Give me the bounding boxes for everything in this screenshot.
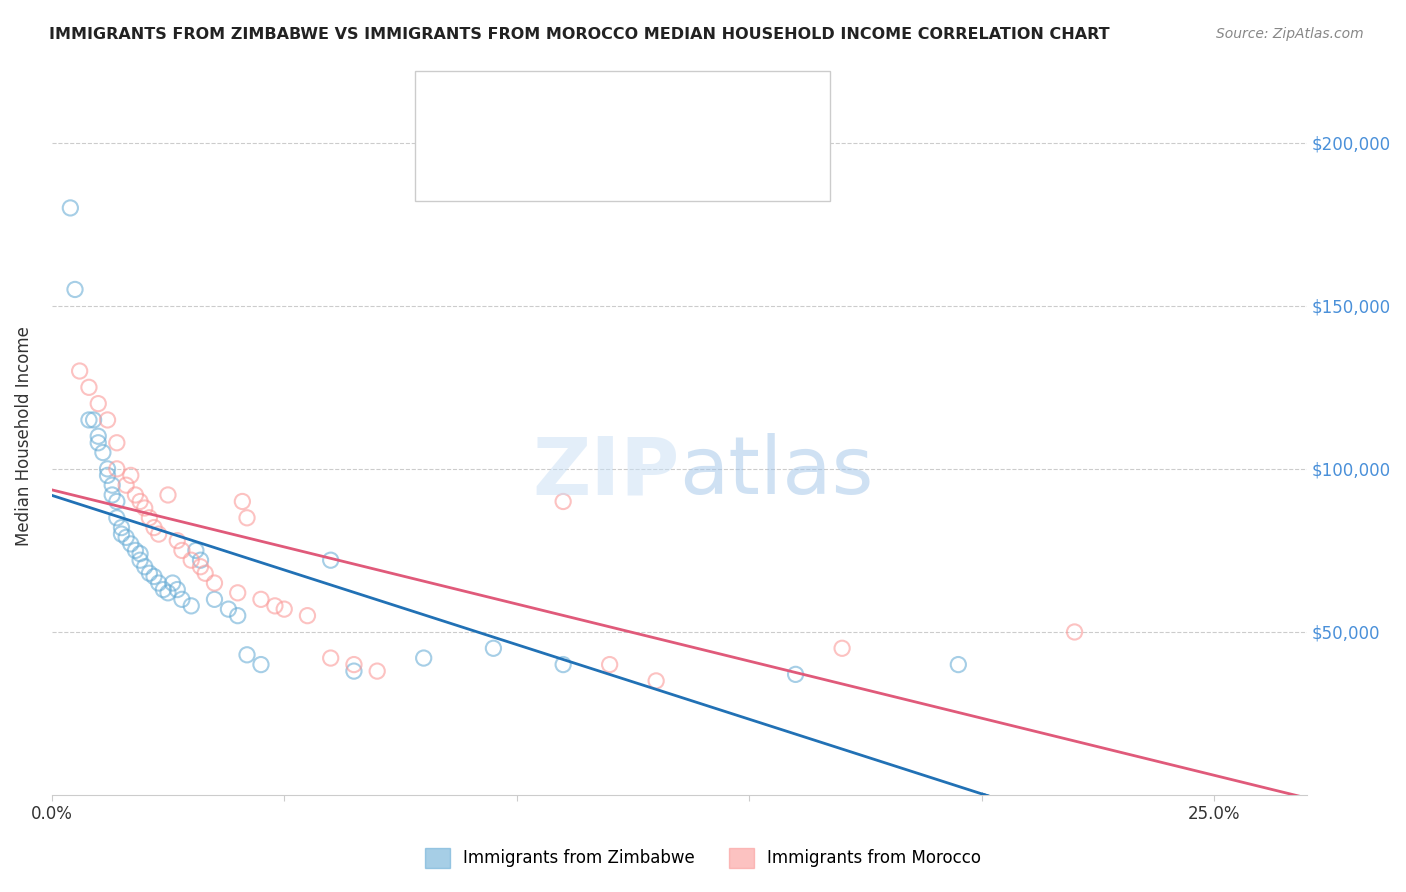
Immigrants from Morocco [134,501,156,516]
Text: atlas: atlas [679,434,873,511]
Immigrants from Zimbabwe [101,488,124,502]
Immigrants from Morocco [105,435,128,450]
Immigrants from Zimbabwe [148,576,170,591]
Y-axis label: Median Household Income: Median Household Income [15,326,32,546]
Immigrants from Morocco [129,494,152,508]
Immigrants from Zimbabwe [87,435,110,450]
Immigrants from Zimbabwe [83,413,105,427]
Immigrants from Zimbabwe [785,667,807,681]
Immigrants from Morocco [366,664,388,678]
Immigrants from Morocco [180,553,202,567]
Immigrants from Morocco [77,380,100,394]
Immigrants from Morocco [343,657,366,672]
Text: Source: ZipAtlas.com: Source: ZipAtlas.com [1216,27,1364,41]
Immigrants from Morocco [319,651,342,665]
Immigrants from Morocco [143,520,166,534]
Text: N =: N = [591,138,638,156]
Text: ZIP: ZIP [531,434,679,511]
Text: 36: 36 [647,138,669,156]
Immigrants from Zimbabwe [343,664,366,678]
Immigrants from Morocco [553,494,575,508]
Text: IMMIGRANTS FROM ZIMBABWE VS IMMIGRANTS FROM MOROCCO MEDIAN HOUSEHOLD INCOME CORR: IMMIGRANTS FROM ZIMBABWE VS IMMIGRANTS F… [49,27,1109,42]
Immigrants from Morocco [297,608,319,623]
Immigrants from Zimbabwe [124,543,146,558]
Immigrants from Zimbabwe [101,478,124,492]
Immigrants from Zimbabwe [143,569,166,583]
Immigrants from Zimbabwe [553,657,575,672]
Immigrants from Zimbabwe [236,648,259,662]
Immigrants from Zimbabwe [63,283,86,297]
Immigrants from Zimbabwe [91,445,114,459]
Immigrants from Zimbabwe [129,553,152,567]
Immigrants from Morocco [194,566,217,581]
Text: -0.330: -0.330 [513,138,572,156]
Text: -0.376: -0.376 [513,105,572,123]
Immigrants from Zimbabwe [226,608,249,623]
Immigrants from Morocco [273,602,295,616]
Immigrants from Morocco [190,559,212,574]
Immigrants from Zimbabwe [156,586,179,600]
Immigrants from Morocco [87,397,110,411]
Text: ■  R =: ■ R = [450,138,512,156]
Immigrants from Morocco [231,494,253,508]
Immigrants from Morocco [120,468,142,483]
Immigrants from Morocco [1063,624,1085,639]
Immigrants from Zimbabwe [110,520,132,534]
Immigrants from Morocco [250,592,273,607]
Text: N =: N = [591,105,638,123]
Immigrants from Morocco [226,586,249,600]
Immigrants from Morocco [264,599,287,613]
Immigrants from Morocco [124,488,146,502]
Immigrants from Zimbabwe [105,510,128,524]
Immigrants from Zimbabwe [162,576,184,591]
Immigrants from Zimbabwe [217,602,239,616]
Immigrants from Zimbabwe [204,592,226,607]
Immigrants from Zimbabwe [319,553,342,567]
Immigrants from Zimbabwe [166,582,188,597]
Immigrants from Zimbabwe [482,641,505,656]
Immigrants from Zimbabwe [115,530,138,544]
Immigrants from Morocco [156,488,179,502]
Immigrants from Morocco [645,673,668,688]
Immigrants from Morocco [105,462,128,476]
Immigrants from Zimbabwe [170,592,193,607]
Immigrants from Zimbabwe [120,537,142,551]
Immigrants from Zimbabwe [77,413,100,427]
Immigrants from Zimbabwe [184,543,207,558]
Immigrants from Morocco [69,364,91,378]
Immigrants from Morocco [599,657,621,672]
Immigrants from Zimbabwe [110,527,132,541]
Immigrants from Zimbabwe [190,553,212,567]
Immigrants from Zimbabwe [180,599,202,613]
Immigrants from Zimbabwe [152,582,174,597]
Immigrants from Morocco [236,510,259,524]
Immigrants from Zimbabwe [138,566,160,581]
Immigrants from Morocco [115,478,138,492]
Immigrants from Zimbabwe [134,559,156,574]
Immigrants from Zimbabwe [129,547,152,561]
Text: ■  R =: ■ R = [450,105,512,123]
Text: 44: 44 [647,105,671,123]
Immigrants from Zimbabwe [250,657,273,672]
Immigrants from Morocco [831,641,853,656]
Immigrants from Zimbabwe [96,468,118,483]
Immigrants from Zimbabwe [105,494,128,508]
Immigrants from Zimbabwe [59,201,82,215]
Immigrants from Morocco [204,576,226,591]
Immigrants from Zimbabwe [412,651,434,665]
Immigrants from Zimbabwe [87,429,110,443]
Immigrants from Zimbabwe [96,462,118,476]
Immigrants from Morocco [166,533,188,548]
Immigrants from Morocco [148,527,170,541]
Immigrants from Morocco [96,413,118,427]
Immigrants from Morocco [170,543,193,558]
Legend: Immigrants from Zimbabwe, Immigrants from Morocco: Immigrants from Zimbabwe, Immigrants fro… [419,841,987,875]
Immigrants from Zimbabwe [948,657,970,672]
Immigrants from Morocco [138,510,160,524]
